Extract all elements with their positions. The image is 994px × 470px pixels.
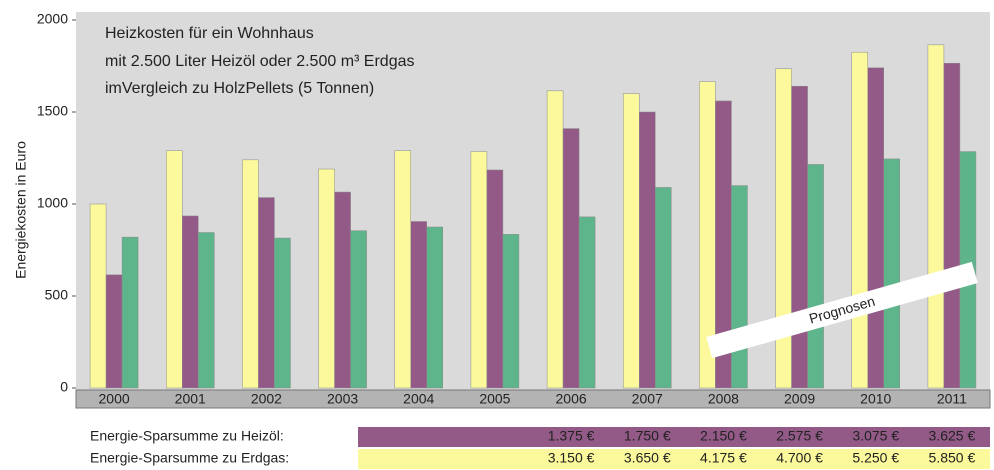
bar: [807, 164, 824, 389]
bar: [883, 158, 900, 389]
annotation-bg: [706, 261, 978, 359]
row-cell: 3.625 €: [929, 428, 976, 444]
plot-area: [76, 12, 990, 390]
bar: [486, 169, 504, 389]
row-cell: 2.150 €: [700, 428, 747, 444]
bar: [258, 197, 275, 389]
bar: [502, 234, 520, 389]
row-cell: 5.250 €: [852, 450, 899, 466]
row-label: Energie-Sparsumme zu Heizöl:: [90, 428, 284, 444]
bar: [775, 68, 792, 389]
title-line: mit 2.500 Liter Heizöl oder 2.500 m³ Erd…: [105, 53, 414, 70]
y-axis-label: Energiekosten in Euro: [13, 141, 29, 279]
row-label: Energie-Sparsumme zu Erdgas:: [90, 450, 289, 466]
bar: [655, 187, 672, 389]
bar: [851, 51, 868, 389]
y-tick-label: 500: [45, 287, 69, 303]
bar: [562, 128, 580, 389]
row-cell: 2.575 €: [776, 428, 823, 444]
row-cell: 4.175 €: [700, 450, 747, 466]
x-tick-label: 2009: [784, 391, 815, 407]
bar: [867, 67, 884, 389]
bar: [426, 226, 443, 389]
row-cell: 3.650 €: [624, 450, 671, 466]
bar: [105, 274, 123, 389]
x-tick-label: 2001: [175, 391, 206, 407]
y-tick-label: 1000: [37, 195, 68, 211]
y-tick-label: 1500: [37, 103, 68, 119]
bar: [394, 150, 411, 389]
bar: [623, 93, 640, 389]
bar: [350, 230, 367, 389]
row-cell: 3.075 €: [852, 428, 899, 444]
bar: [242, 159, 259, 389]
title-line: Heizkosten für ein Wohnhaus: [105, 25, 314, 42]
row-cell: 1.375 €: [548, 428, 595, 444]
title-line: imVergleich zu HolzPellets (5 Tonnen): [105, 80, 374, 97]
row-cell: 3.150 €: [548, 450, 595, 466]
bar: [639, 111, 656, 389]
bar: [791, 85, 808, 389]
bar: [274, 237, 291, 389]
row-bar: [358, 449, 990, 469]
x-tick-label: 2004: [403, 391, 434, 407]
bar: [470, 151, 488, 389]
bar: [578, 216, 596, 389]
x-tick-label: 2000: [99, 391, 130, 407]
x-tick-label: 2006: [556, 391, 587, 407]
bar: [198, 232, 215, 389]
category-band: [75, 389, 991, 409]
x-tick-label: 2007: [632, 391, 663, 407]
bar: [546, 90, 564, 389]
bar: [334, 191, 351, 389]
row-cell: 4.700 €: [776, 450, 823, 466]
bar: [410, 221, 427, 389]
bar: [166, 150, 183, 389]
row-cell: 5.850 €: [929, 450, 976, 466]
x-tick-label: 2010: [860, 391, 891, 407]
x-tick-label: 2011: [937, 391, 967, 407]
x-tick-label: 2003: [327, 391, 358, 407]
y-tick-label: 0: [60, 379, 68, 395]
bar: [318, 168, 335, 389]
bar: [943, 62, 961, 389]
row-cell: 1.750 €: [624, 428, 671, 444]
bar: [731, 185, 748, 389]
y-tick-label: 2000: [37, 11, 68, 27]
bar: [927, 44, 945, 389]
x-tick-label: 2005: [479, 391, 510, 407]
bar: [182, 215, 199, 389]
row-bar: [358, 427, 990, 447]
bar: [121, 236, 139, 389]
x-tick-label: 2002: [251, 391, 282, 407]
x-tick-label: 2008: [708, 391, 739, 407]
bar: [89, 203, 107, 389]
